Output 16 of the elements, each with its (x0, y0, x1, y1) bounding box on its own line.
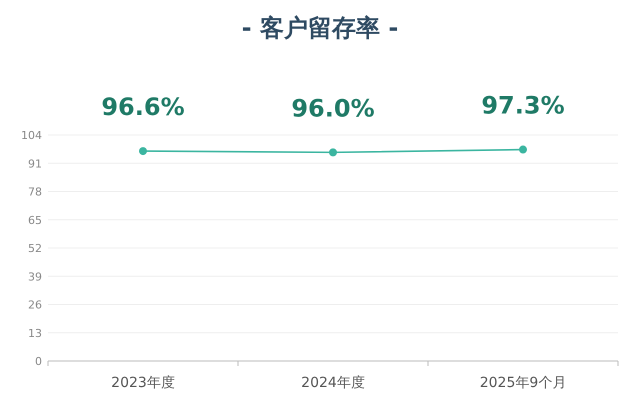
y-tick-label: 104 (21, 129, 42, 142)
y-tick-label: 78 (28, 186, 42, 198)
x-tick-label: 2024年度 (301, 375, 365, 391)
y-tick-label: 26 (28, 298, 42, 312)
y-tick-label: 91 (28, 157, 42, 170)
data-label: 96.6% (101, 93, 185, 122)
data-label: 96.0% (291, 94, 375, 122)
title: - 客户留存率 - (242, 14, 398, 42)
y-tick-label: 13 (28, 326, 42, 340)
x-tick-label: 2023年度 (111, 375, 175, 391)
data-label: 97.3% (481, 92, 565, 120)
y-tick-label: 0 (35, 355, 42, 368)
y-tick-label: 52 (28, 242, 42, 255)
y-tick-label: 39 (28, 270, 42, 284)
y-tick-label: 65 (28, 214, 42, 227)
x-tick-label: 2025年9个月 (480, 375, 566, 391)
